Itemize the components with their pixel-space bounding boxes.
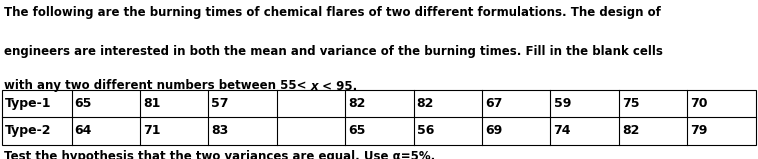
Text: 56: 56: [417, 124, 434, 138]
Text: 57: 57: [211, 97, 229, 110]
Text: engineers are interested in both the mean and variance of the burning times. Fil: engineers are interested in both the mea…: [4, 45, 662, 58]
Text: 59: 59: [553, 97, 571, 110]
Text: 83: 83: [211, 124, 229, 138]
Text: 70: 70: [691, 97, 708, 110]
Text: 64: 64: [74, 124, 92, 138]
Text: 65: 65: [348, 124, 365, 138]
Text: 82: 82: [348, 97, 365, 110]
Text: < 95.: < 95.: [318, 80, 357, 93]
Text: Type-1: Type-1: [5, 97, 52, 110]
Text: 74: 74: [553, 124, 571, 138]
Text: 69: 69: [485, 124, 503, 138]
Text: 82: 82: [417, 97, 434, 110]
Text: 67: 67: [485, 97, 503, 110]
Text: 82: 82: [622, 124, 639, 138]
Text: 71: 71: [143, 124, 161, 138]
Text: x: x: [311, 80, 318, 93]
Text: 75: 75: [622, 97, 640, 110]
Text: Test the hypothesis that the two variances are equal. Use α=5%.: Test the hypothesis that the two varianc…: [4, 150, 435, 159]
Text: with any two different numbers between 55<: with any two different numbers between 5…: [4, 80, 311, 93]
Text: 79: 79: [691, 124, 708, 138]
Bar: [2, 90, 756, 145]
Text: Type-2: Type-2: [5, 124, 52, 138]
Text: 65: 65: [74, 97, 92, 110]
Text: 81: 81: [143, 97, 161, 110]
Text: The following are the burning times of chemical flares of two different formulat: The following are the burning times of c…: [4, 6, 661, 19]
